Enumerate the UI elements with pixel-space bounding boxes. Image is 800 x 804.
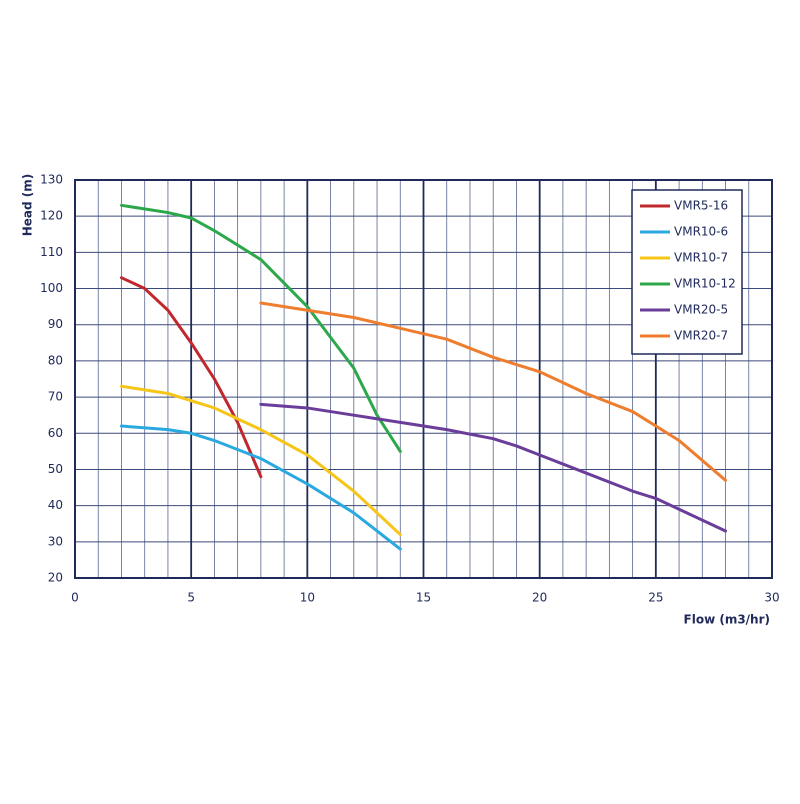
- y-tick-label: 100: [40, 281, 63, 295]
- plot-frame: [74, 179, 773, 579]
- series-line: [119, 384, 402, 537]
- series-line: [119, 203, 402, 453]
- y-tick-label: 50: [48, 462, 63, 476]
- series-line: [259, 301, 728, 482]
- y-tick-label: 130: [40, 173, 63, 187]
- x-tick-label: 5: [187, 591, 195, 605]
- y-tick-label: 120: [40, 209, 63, 223]
- legend-label: VMR20-7: [674, 329, 728, 343]
- legend-label: VMR20-5: [674, 303, 728, 317]
- series-line: [119, 424, 402, 551]
- y-tick-label: 80: [48, 353, 63, 367]
- x-tick-label: 15: [416, 591, 431, 605]
- y-axis-label: Head (m): [21, 174, 35, 237]
- x-tick-label: 0: [71, 591, 79, 605]
- x-axis-label: Flow (m3/hr): [684, 613, 770, 627]
- x-tick-label: 10: [300, 591, 315, 605]
- x-tick-label: 20: [532, 591, 547, 605]
- y-tick-label: 60: [48, 426, 63, 440]
- legend-label: VMR10-12: [674, 277, 736, 291]
- series-line: [119, 276, 263, 479]
- y-tick-label: 110: [40, 245, 63, 259]
- x-tick-label: 25: [648, 591, 663, 605]
- y-tick-label: 90: [48, 317, 63, 331]
- legend-box: [631, 189, 743, 355]
- series-line: [259, 402, 728, 533]
- y-tick-label: 30: [48, 534, 63, 548]
- x-tick-label: 30: [764, 591, 779, 605]
- legend-label: VMR10-7: [674, 251, 728, 265]
- legend: VMR5-16 VMR10-6 VMR10-7 VMR10-12 VMR20-5 VMR2…: [631, 189, 743, 355]
- y-tick-label: 70: [48, 390, 63, 404]
- legend-label: VMR5-16: [674, 199, 728, 213]
- legend-label: VMR10-6: [674, 225, 728, 239]
- y-tick-label: 40: [48, 498, 63, 512]
- y-tick-label: 20: [48, 571, 63, 585]
